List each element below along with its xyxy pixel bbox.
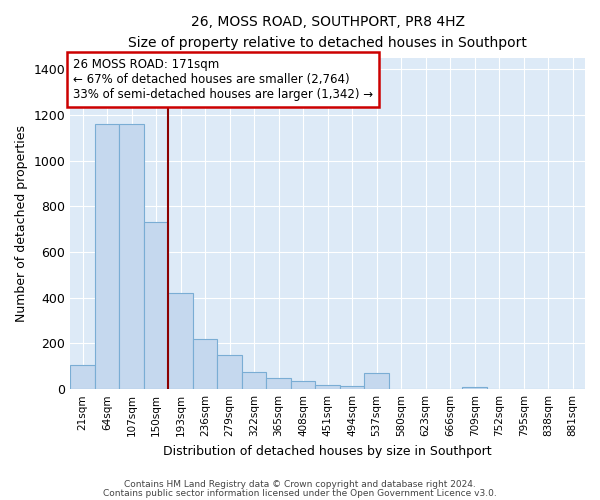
Bar <box>463 387 487 389</box>
Bar <box>242 372 266 389</box>
Bar <box>169 293 193 389</box>
X-axis label: Distribution of detached houses by size in Southport: Distribution of detached houses by size … <box>163 444 492 458</box>
Bar <box>316 384 340 389</box>
Text: 26 MOSS ROAD: 171sqm
← 67% of detached houses are smaller (2,764)
33% of semi-de: 26 MOSS ROAD: 171sqm ← 67% of detached h… <box>73 58 373 102</box>
Bar <box>95 124 119 389</box>
Text: Contains public sector information licensed under the Open Government Licence v3: Contains public sector information licen… <box>103 488 497 498</box>
Bar <box>364 373 389 389</box>
Bar <box>291 381 316 389</box>
Bar <box>193 339 217 389</box>
Text: Contains HM Land Registry data © Crown copyright and database right 2024.: Contains HM Land Registry data © Crown c… <box>124 480 476 489</box>
Bar <box>70 365 95 389</box>
Y-axis label: Number of detached properties: Number of detached properties <box>15 125 28 322</box>
Bar <box>119 124 144 389</box>
Title: 26, MOSS ROAD, SOUTHPORT, PR8 4HZ
Size of property relative to detached houses i: 26, MOSS ROAD, SOUTHPORT, PR8 4HZ Size o… <box>128 15 527 50</box>
Bar <box>340 386 364 389</box>
Bar <box>217 355 242 389</box>
Bar <box>266 378 291 389</box>
Bar <box>144 222 169 389</box>
